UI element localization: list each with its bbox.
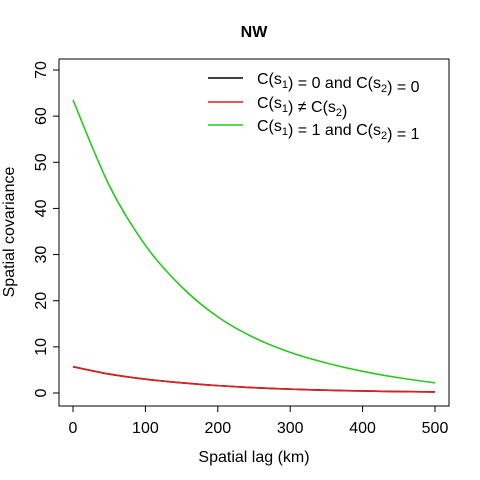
legend-label-1: C(s1) = 0 and C(s2) = 0	[257, 71, 420, 96]
y-tick-label: 30	[33, 246, 50, 264]
series-group	[72, 99, 436, 393]
x-tick-label: 400	[349, 420, 376, 437]
y-axis: 0 10 20 30 40 50 60 70	[33, 61, 60, 397]
x-axis-label: Spatial lag (km)	[198, 449, 309, 466]
x-tick-label: 0	[69, 420, 78, 437]
y-axis-label: Spatial covariance	[1, 167, 18, 298]
legend-label-3: C(s1) = 1 and C(s2) = 1	[257, 118, 420, 143]
y-tick-label: 40	[33, 199, 50, 217]
y-tick-label: 50	[33, 153, 50, 171]
y-tick-label: 70	[33, 61, 50, 79]
x-axis: 0 100 200 300 400 500	[69, 405, 449, 437]
x-tick-label: 100	[132, 420, 159, 437]
legend-label-2: C(s1) ≠ C(s2)	[257, 95, 347, 120]
legend: C(s1) = 0 and C(s2) = 0C(s1) ≠ C(s2)C(s1…	[208, 71, 420, 143]
y-tick-label: 20	[33, 292, 50, 310]
x-tick-label: 200	[204, 420, 231, 437]
y-tick-label: 60	[33, 107, 50, 125]
y-tick-label: 0	[33, 388, 50, 397]
plot-area-frame	[58, 58, 450, 407]
series-line-2	[72, 365, 436, 393]
y-tick-label: 10	[33, 338, 50, 356]
series-line-3	[72, 99, 436, 384]
chart-title: NW	[241, 24, 269, 41]
x-tick-label: 300	[277, 420, 304, 437]
x-tick-label: 500	[422, 420, 449, 437]
